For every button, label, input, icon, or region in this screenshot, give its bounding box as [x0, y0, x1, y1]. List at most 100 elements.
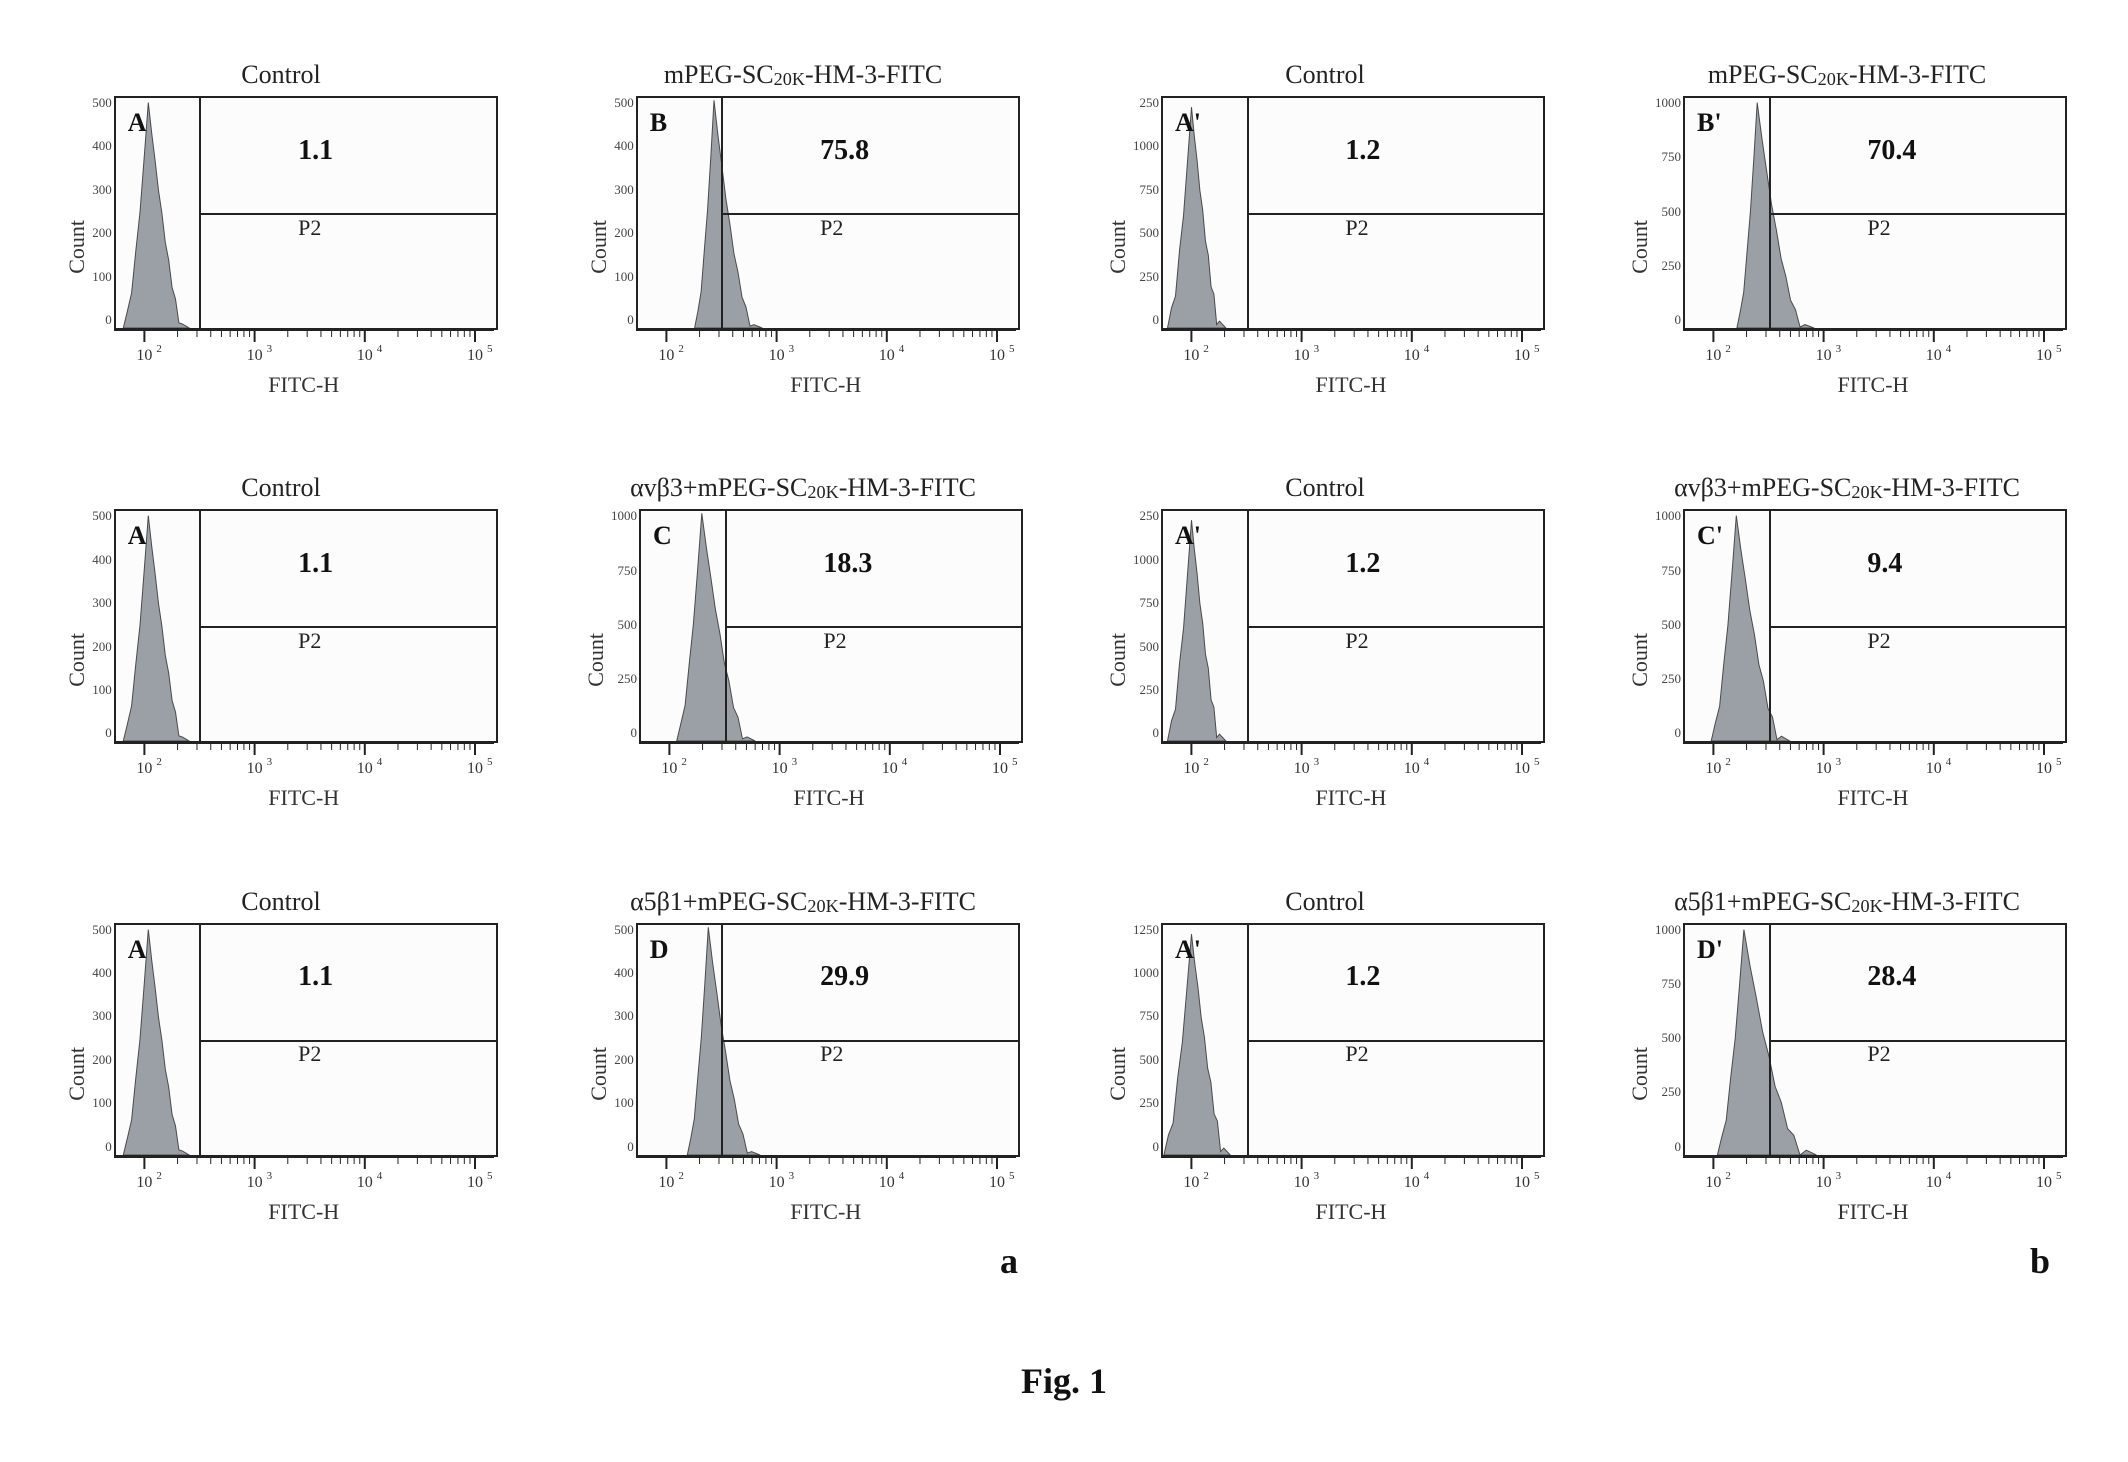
gate-horizontal-line [1247, 213, 1543, 215]
svg-text:2: 2 [1725, 343, 1731, 355]
y-axis-label: Count [64, 1047, 90, 1101]
plot-wrap: Count5004003002001000D29.9P2102103104105… [586, 923, 1020, 1225]
svg-text:3: 3 [1836, 343, 1842, 355]
flow-panel: ControlCount25010007505002500A'1.2P21021… [1084, 473, 1566, 826]
panel-letter: A' [1175, 521, 1201, 551]
flow-panel: αvβ3+mPEG-SC20K-HM-3-FITCCount1000750500… [562, 473, 1044, 826]
svg-text:3: 3 [788, 1170, 794, 1182]
y-tick-label: 0 [1133, 1140, 1159, 1153]
gate-horizontal-line [721, 213, 1017, 215]
y-tick-label: 0 [92, 726, 112, 739]
y-tick-label: 750 [1133, 183, 1159, 196]
plot-column: D29.9P2102103104105FITC-H [636, 923, 1020, 1225]
flow-histogram: A1.1P2 [114, 923, 498, 1157]
panel-letter: B [650, 108, 667, 138]
plot-wrap: Count5004003002001000A1.1P2102103104105F… [64, 96, 498, 398]
y-tick-label: 500 [1133, 226, 1159, 239]
y-tick-label: 250 [1133, 683, 1159, 696]
plot-column: D'28.4P2102103104105FITC-H [1683, 923, 2067, 1225]
gate-percentage: 1.1 [298, 961, 333, 993]
y-tick-label: 750 [1655, 150, 1681, 163]
y-tick-label: 300 [614, 1009, 634, 1022]
svg-text:5: 5 [487, 343, 493, 355]
plot-column: B75.8P2102103104105FITC-H [636, 96, 1020, 398]
svg-text:4: 4 [377, 1170, 383, 1182]
histogram-polygon [1737, 103, 1814, 328]
svg-text:4: 4 [377, 343, 383, 355]
svg-text:5: 5 [1534, 1170, 1540, 1182]
svg-text:10: 10 [1404, 1174, 1420, 1191]
svg-text:4: 4 [1946, 1170, 1952, 1182]
gate-horizontal-line [1247, 1040, 1543, 1042]
gate-horizontal-line [199, 626, 495, 628]
y-tick-label: 1000 [1655, 96, 1681, 109]
plot-wrap: Count25010007505002500A'1.2P210210310410… [1105, 96, 1545, 398]
y-tick-label: 750 [1133, 1009, 1159, 1022]
x-axis-label: FITC-H [1683, 372, 2063, 398]
group-label-b: b [2030, 1240, 2050, 1282]
svg-text:10: 10 [1816, 347, 1832, 364]
y-axis-label: Count [64, 633, 90, 687]
flow-histogram: D'28.4P2 [1683, 923, 2067, 1157]
flow-panel: ControlCount5004003002001000A1.1P2102103… [40, 473, 522, 826]
figure-caption: Fig. 1 [0, 1360, 2128, 1402]
plot-column: A1.1P2102103104105FITC-H [114, 509, 498, 811]
y-tick-label: 500 [1655, 1031, 1681, 1044]
x-axis: 102103104105FITC-H [639, 743, 1019, 811]
y-tick-label: 0 [92, 1140, 112, 1153]
panel-letter: A [128, 521, 147, 551]
svg-text:10: 10 [1183, 1174, 1199, 1191]
y-axis-label: Count [586, 220, 612, 274]
y-tick-label: 0 [1655, 1140, 1681, 1153]
y-tick-label: 300 [614, 183, 634, 196]
y-axis-ticks: 10007505002500 [611, 509, 639, 739]
svg-text:10: 10 [1294, 347, 1310, 364]
y-tick-label: 200 [614, 226, 634, 239]
y-tick-label: 300 [92, 596, 112, 609]
gate-percentage: 1.1 [298, 548, 333, 580]
svg-text:10: 10 [357, 760, 373, 777]
panel-title: Control [241, 887, 320, 917]
svg-text:10: 10 [768, 347, 784, 364]
y-tick-label: 400 [92, 553, 112, 566]
svg-text:10: 10 [1514, 1174, 1530, 1191]
gate-percentage: 29.9 [820, 961, 869, 993]
gate-horizontal-line [199, 1040, 495, 1042]
flow-panel: α5β1+mPEG-SC20K-HM-3-FITCCount1000750500… [1606, 887, 2088, 1240]
svg-text:3: 3 [1836, 1170, 1842, 1182]
y-axis-ticks: 5004003002001000 [92, 509, 114, 739]
svg-text:4: 4 [899, 343, 905, 355]
flow-panel: ControlCount125010007505002500A'1.2P2102… [1084, 887, 1566, 1240]
gate-percentage: 1.2 [1345, 135, 1380, 167]
svg-text:10: 10 [467, 347, 483, 364]
flow-histogram: B75.8P2 [636, 96, 1020, 330]
gate-percentage: 18.3 [823, 548, 872, 580]
svg-text:10: 10 [1404, 760, 1420, 777]
svg-text:2: 2 [678, 1170, 684, 1182]
y-tick-label: 250 [611, 672, 637, 685]
gate-name: P2 [1867, 1041, 1890, 1067]
y-tick-label: 400 [614, 139, 634, 152]
svg-text:10: 10 [1514, 760, 1530, 777]
y-tick-label: 1000 [1655, 923, 1681, 936]
gate-percentage: 1.2 [1345, 548, 1380, 580]
svg-text:5: 5 [1534, 343, 1540, 355]
x-axis-label: FITC-H [1683, 785, 2063, 811]
plot-wrap: Count5004003002001000B75.8P2102103104105… [586, 96, 1020, 398]
svg-text:10: 10 [1816, 1174, 1832, 1191]
svg-text:5: 5 [487, 1170, 493, 1182]
svg-text:10: 10 [1705, 1174, 1721, 1191]
flow-histogram: D29.9P2 [636, 923, 1020, 1157]
gate-horizontal-line [725, 626, 1021, 628]
svg-text:10: 10 [357, 1174, 373, 1191]
svg-text:4: 4 [899, 1170, 905, 1182]
panel-title: αvβ3+mPEG-SC20K-HM-3-FITC [1674, 473, 2020, 503]
x-axis: 102103104105FITC-H [1683, 1157, 2063, 1225]
svg-text:2: 2 [1203, 1170, 1209, 1182]
x-axis-label: FITC-H [1161, 372, 1541, 398]
y-tick-label: 400 [92, 966, 112, 979]
svg-text:3: 3 [1836, 756, 1842, 768]
panel-title: Control [1285, 60, 1364, 90]
y-tick-label: 200 [92, 1053, 112, 1066]
y-tick-label: 250 [1655, 259, 1681, 272]
